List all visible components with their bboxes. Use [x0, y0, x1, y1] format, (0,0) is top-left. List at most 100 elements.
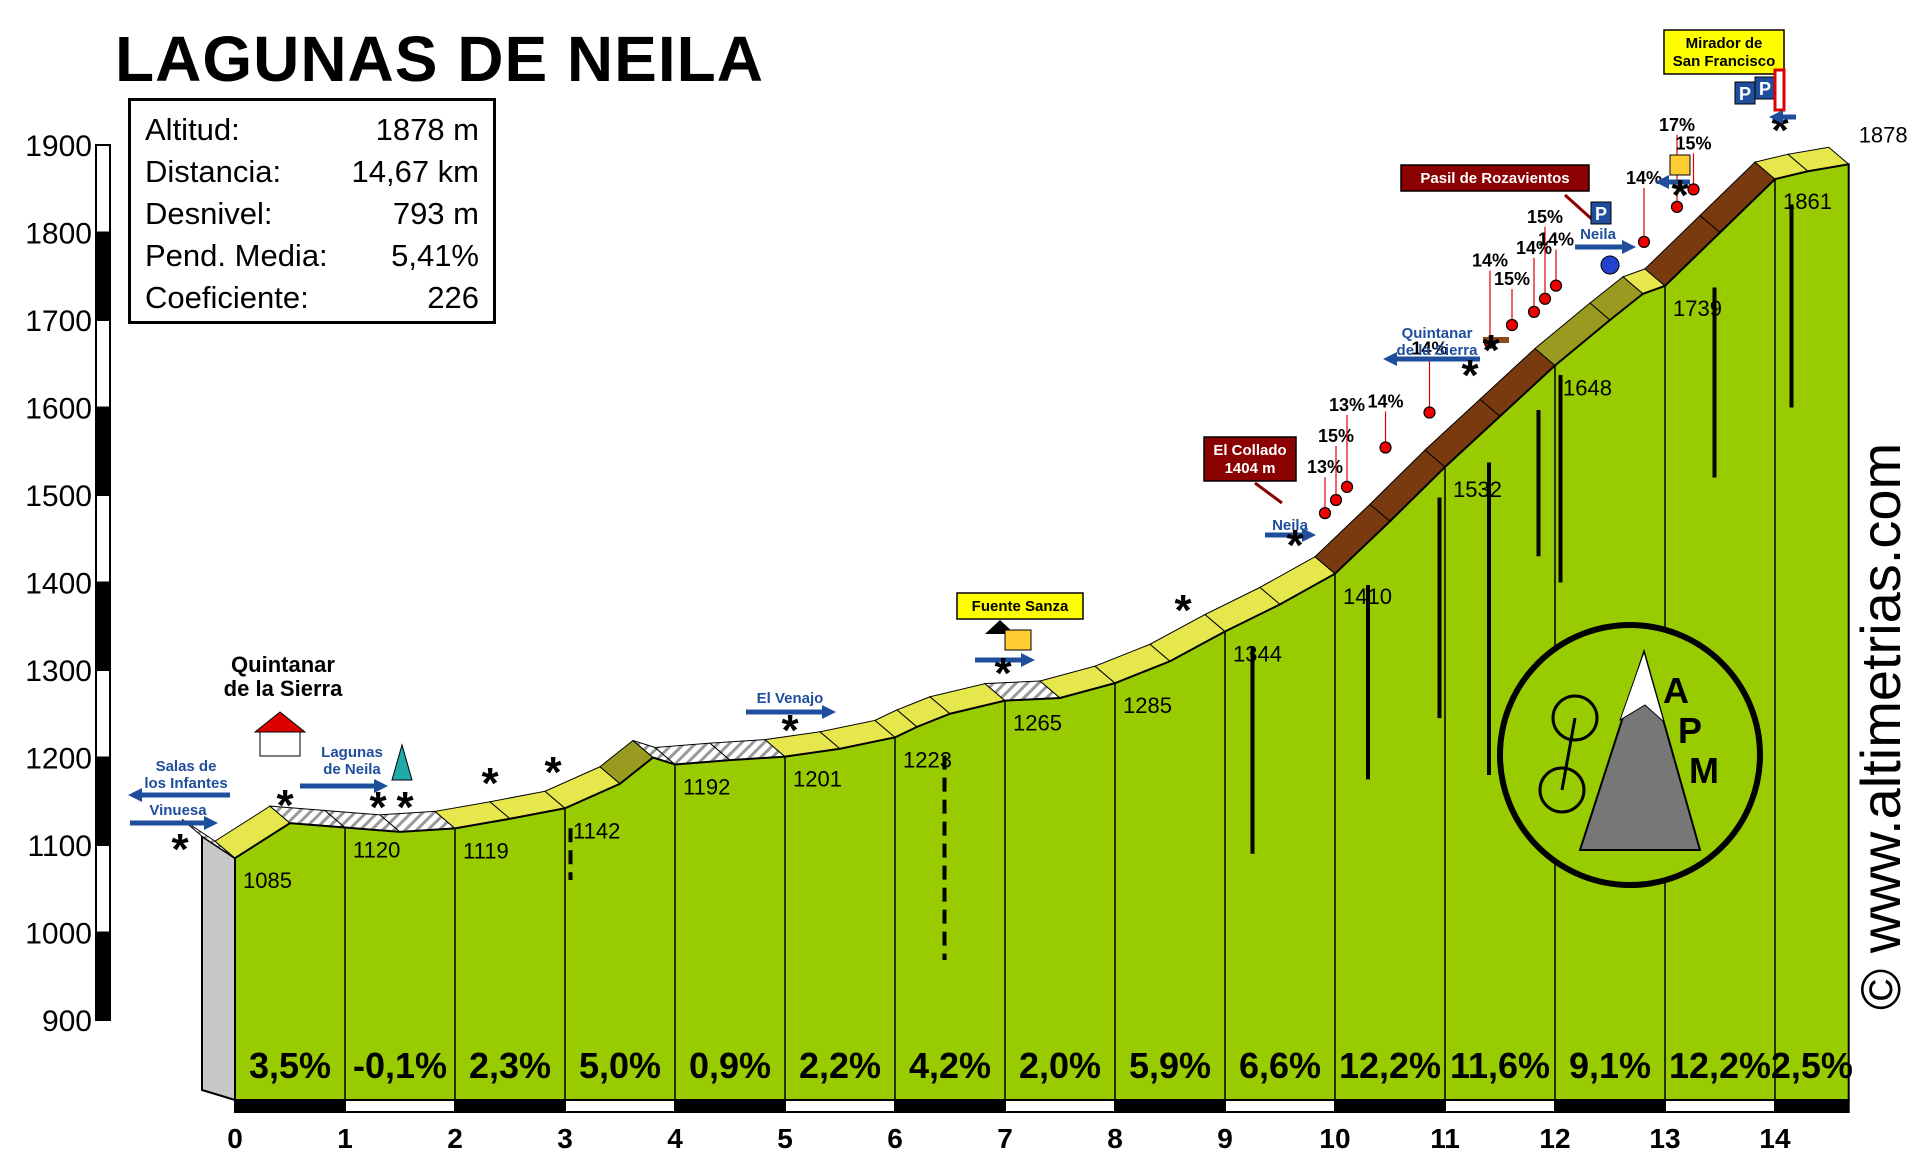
grade-label: 15% [1318, 426, 1354, 446]
arrow-refuge-head [1655, 175, 1669, 189]
altitude-label: 1344 [1233, 642, 1282, 667]
tent-icon [391, 743, 413, 781]
landmark-asterisk: * [171, 825, 189, 874]
altitude-label: 1265 [1013, 711, 1062, 736]
arrow-vinuesa-head [204, 816, 218, 830]
village-roof-icon [253, 711, 307, 733]
segment-grade-label: 5,9% [1129, 1045, 1211, 1086]
distance-bar-segment [344, 1099, 456, 1113]
x-tick-label: 5 [777, 1123, 793, 1154]
x-tick-label: 3 [557, 1123, 573, 1154]
grade-label: 14% [1411, 339, 1447, 359]
y-tick-label: 1700 [25, 305, 92, 338]
x-tick-label: 2 [447, 1123, 463, 1154]
watermark-text: © www.altimetrias.com [1849, 442, 1912, 1010]
altitude-label: 1648 [1563, 376, 1612, 401]
logo-letter: A [1663, 670, 1689, 711]
logo-letter: M [1689, 750, 1719, 791]
x-tick-label: 14 [1759, 1123, 1791, 1154]
distance-bar-segment [1444, 1099, 1556, 1113]
y-tick-label: 1900 [25, 130, 92, 163]
altitude-label: 1085 [243, 868, 292, 893]
brown-arrow-icon [1483, 337, 1509, 343]
altitude-label: 1532 [1453, 477, 1502, 502]
parking-icon [1590, 201, 1612, 225]
viewpoint-tower-icon [1773, 68, 1786, 112]
distance-bar-segment [1004, 1099, 1116, 1113]
y-scale-bar-segment [95, 231, 111, 321]
segment-grade-label: 6,6% [1239, 1045, 1321, 1086]
grade-marker-dot [1687, 183, 1700, 196]
place-label-mirador: San Francisco [1673, 53, 1776, 70]
y-tick-label: 1200 [25, 743, 92, 776]
stat-value: 5,41% [391, 238, 479, 273]
grade-label: 15% [1494, 269, 1530, 289]
altitude-label: 1119 [463, 838, 509, 863]
segment-grade-label: 11,6% [1450, 1045, 1550, 1086]
distance-bar-segment [1224, 1099, 1336, 1113]
place-label-el-venajo: El Venajo [757, 690, 824, 707]
place-label-mirador: Mirador de [1686, 35, 1763, 52]
x-tick-label: 11 [1430, 1123, 1460, 1154]
x-tick-label: 10 [1319, 1123, 1350, 1154]
segment-grade-label: 3,5% [249, 1045, 331, 1086]
stat-row-desnivel: Desnivel: 793 m [145, 193, 479, 235]
stat-value: 1878 m [375, 112, 479, 147]
landmark-asterisk: * [1671, 171, 1689, 220]
y-tick-label: 1400 [25, 568, 92, 601]
stat-label: Distancia: [145, 154, 282, 189]
x-tick-label: 8 [1107, 1123, 1123, 1154]
altitude-label: 1201 [793, 767, 842, 792]
segment-grade-label: 5,0% [579, 1045, 661, 1086]
altitude-label: 1410 [1343, 584, 1392, 609]
segment-grade-label: 2,3% [469, 1045, 551, 1086]
y-tick-label: 1300 [25, 655, 92, 688]
distance-bar-segment [234, 1099, 346, 1113]
segment-grade-label: 12,2% [1669, 1045, 1771, 1086]
place-label-quintanar: Quintanar [231, 652, 335, 677]
landmark-asterisk: * [1482, 326, 1500, 375]
grade-marker-dot [1670, 200, 1684, 213]
landmark-asterisk: * [396, 783, 414, 832]
village-house-icon [259, 731, 301, 757]
grade-label: 14% [1472, 251, 1508, 271]
grade-label: 13% [1307, 457, 1343, 477]
segment-grade-label: 2,0% [1019, 1045, 1101, 1086]
place-label-vinuesa: Vinuesa [149, 802, 207, 819]
parking-icon-letter: P [1759, 79, 1771, 99]
y-scale-bar-segment [95, 581, 111, 671]
grade-marker-dot [1423, 406, 1436, 419]
logo-bike-wheel [1538, 766, 1586, 814]
stat-label: Desnivel: [145, 196, 273, 231]
y-scale-bar-segment [95, 844, 111, 934]
segment-grade-label: -0,1% [353, 1045, 447, 1086]
refuge-icon [1669, 154, 1691, 176]
arrow-quintanar-head [1383, 352, 1397, 366]
grade-marker-dot [1340, 480, 1354, 493]
stat-row-coeficiente: Coeficiente: 226 [145, 277, 479, 319]
landmark-asterisk: * [369, 783, 387, 832]
place-label-pasil: Pasil de Rozavientos [1420, 170, 1569, 187]
grade-marker-dot [1549, 279, 1563, 292]
altitude-label: 1861 [1783, 189, 1832, 214]
distance-bar-segment [894, 1099, 1006, 1113]
landmark-asterisk: * [1286, 521, 1304, 570]
grade-marker-dot [1637, 235, 1651, 248]
page-title: LAGUNAS DE NEILA [115, 23, 764, 95]
place-label-el-collado: 1404 m [1225, 460, 1276, 477]
x-tick-label: 12 [1539, 1123, 1570, 1154]
x-tick-label: 0 [227, 1123, 243, 1154]
grade-label: 15% [1527, 207, 1563, 227]
altitude-label: 1739 [1673, 296, 1722, 321]
parking-icon-letter: P [1595, 204, 1607, 224]
landmark-asterisk: * [481, 759, 499, 808]
segment-grade-label: 0,9% [689, 1045, 771, 1086]
x-tick-label: 1 [337, 1123, 353, 1154]
stat-label: Pend. Media: [145, 238, 328, 273]
arrow-lagunas-head [374, 779, 388, 793]
arrow-neila-2-head [1622, 240, 1636, 254]
place-label-neila: Neila [1272, 517, 1309, 534]
grade-label: 15% [1675, 133, 1711, 153]
y-tick-label: 1500 [25, 480, 92, 513]
